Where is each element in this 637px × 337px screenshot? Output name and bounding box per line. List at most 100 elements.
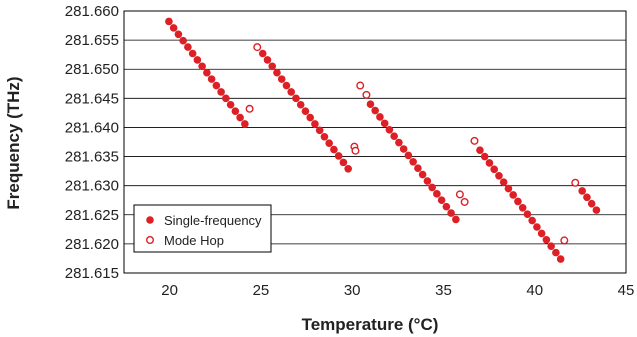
- legend-marker-single-frequency: [146, 216, 154, 224]
- mode-hop-point: [351, 146, 360, 155]
- single-frequency-point: [452, 215, 460, 224]
- data-points: [165, 17, 601, 263]
- x-tick-label: 45: [618, 282, 635, 299]
- single-frequency-point: [169, 24, 178, 32]
- legend-label-mode-hop: Mode Hop: [164, 233, 224, 248]
- single-frequency-point: [380, 119, 389, 128]
- single-frequency-point: [414, 164, 422, 172]
- single-frequency-point: [442, 202, 451, 211]
- single-frequency-point: [325, 139, 333, 147]
- mode-hop-point: [455, 190, 464, 199]
- y-tick-label: 281.645: [65, 90, 119, 107]
- single-frequency-point: [330, 145, 338, 154]
- y-tick-label: 281.615: [65, 265, 119, 282]
- single-frequency-point: [320, 132, 329, 141]
- single-frequency-point: [499, 178, 508, 186]
- single-frequency-point: [409, 158, 417, 166]
- single-frequency-point: [301, 107, 310, 115]
- single-frequency-point: [376, 113, 384, 121]
- single-frequency-point: [207, 75, 216, 83]
- y-tick-labels: 281.615 281.620 281.625 281.630 281.635 281.6…: [65, 3, 119, 282]
- single-frequency-point: [222, 94, 230, 103]
- series-mode-hop: [245, 43, 580, 245]
- y-axis-title: Frequency (THz): [4, 76, 23, 209]
- single-frequency-point: [366, 100, 375, 108]
- single-frequency-point: [263, 56, 272, 64]
- single-frequency-point: [174, 30, 183, 39]
- single-frequency-point: [395, 138, 403, 147]
- single-frequency-point: [203, 68, 211, 77]
- y-tick-label: 281.635: [65, 149, 119, 166]
- plot-area-frame: [123, 10, 627, 274]
- x-axis-title: Temperature (°C): [302, 315, 439, 334]
- y-tick-label: 281.640: [65, 119, 119, 136]
- legend-label-single-frequency: Single-frequency: [164, 213, 262, 228]
- single-frequency-point: [198, 62, 206, 71]
- single-frequency-point: [217, 88, 225, 96]
- single-frequency-point: [231, 107, 240, 115]
- mode-hop-point: [470, 136, 479, 145]
- single-frequency-point: [490, 165, 499, 174]
- x-tick-label: 20: [161, 282, 178, 299]
- y-tick-label: 281.630: [65, 178, 119, 195]
- single-frequency-point: [547, 242, 555, 251]
- single-frequency-point: [385, 125, 394, 134]
- y-tick-label: 281.625: [65, 207, 119, 224]
- x-tick-label: 40: [526, 282, 543, 299]
- single-frequency-point: [552, 248, 560, 257]
- single-frequency-point: [193, 56, 202, 64]
- single-frequency-point: [495, 171, 503, 180]
- single-frequency-point: [165, 17, 173, 26]
- single-frequency-point: [542, 236, 551, 244]
- single-frequency-point: [287, 88, 296, 96]
- single-frequency-point: [334, 152, 343, 160]
- single-frequency-point: [514, 197, 522, 206]
- single-frequency-point: [339, 158, 348, 167]
- mode-hop-point: [253, 43, 262, 52]
- single-frequency-point: [296, 100, 305, 109]
- x-tick-labels: 20 25 30 35 40 45: [161, 282, 634, 299]
- mode-hop-point: [460, 197, 469, 206]
- single-frequency-point: [523, 210, 532, 218]
- single-frequency-point: [399, 145, 408, 153]
- single-frequency-point: [509, 191, 517, 199]
- single-frequency-point: [236, 113, 244, 122]
- single-frequency-point: [447, 209, 455, 217]
- single-frequency-point: [504, 184, 513, 193]
- single-frequency-point: [485, 159, 494, 167]
- single-frequency-point: [518, 203, 527, 212]
- x-tick-label: 25: [253, 282, 270, 299]
- single-frequency-point: [476, 146, 484, 154]
- single-frequency-point: [533, 223, 541, 231]
- y-tick-label: 281.655: [65, 32, 119, 49]
- single-frequency-point: [344, 164, 352, 173]
- single-frequency-point: [268, 62, 277, 71]
- single-frequency-point: [311, 120, 319, 128]
- mode-hop-point: [245, 104, 254, 113]
- single-frequency-point: [423, 177, 432, 185]
- mode-hop-point: [560, 236, 569, 245]
- single-frequency-point: [583, 193, 591, 202]
- single-frequency-point: [212, 81, 221, 90]
- single-frequency-point: [390, 132, 398, 140]
- single-frequency-point: [306, 113, 315, 122]
- single-frequency-point: [292, 94, 300, 103]
- series-single-frequency: [165, 17, 601, 263]
- single-frequency-point: [428, 183, 436, 192]
- single-frequency-point: [437, 196, 446, 205]
- single-frequency-point: [273, 68, 281, 77]
- single-frequency-point: [480, 152, 489, 161]
- legend: Single-frequency Mode Hop: [133, 204, 272, 253]
- mode-hop-point: [362, 90, 371, 99]
- y-tick-label: 281.660: [65, 3, 119, 20]
- x-tick-label: 35: [435, 282, 452, 299]
- single-frequency-point: [371, 106, 379, 115]
- single-frequency-point: [282, 81, 291, 90]
- mode-hop-point: [356, 81, 365, 90]
- legend-marker-mode-hop: [145, 235, 154, 244]
- single-frequency-point: [188, 49, 197, 58]
- legend-box: [133, 204, 272, 253]
- single-frequency-point: [433, 190, 441, 198]
- single-frequency-point: [179, 36, 187, 45]
- single-frequency-point: [184, 43, 192, 51]
